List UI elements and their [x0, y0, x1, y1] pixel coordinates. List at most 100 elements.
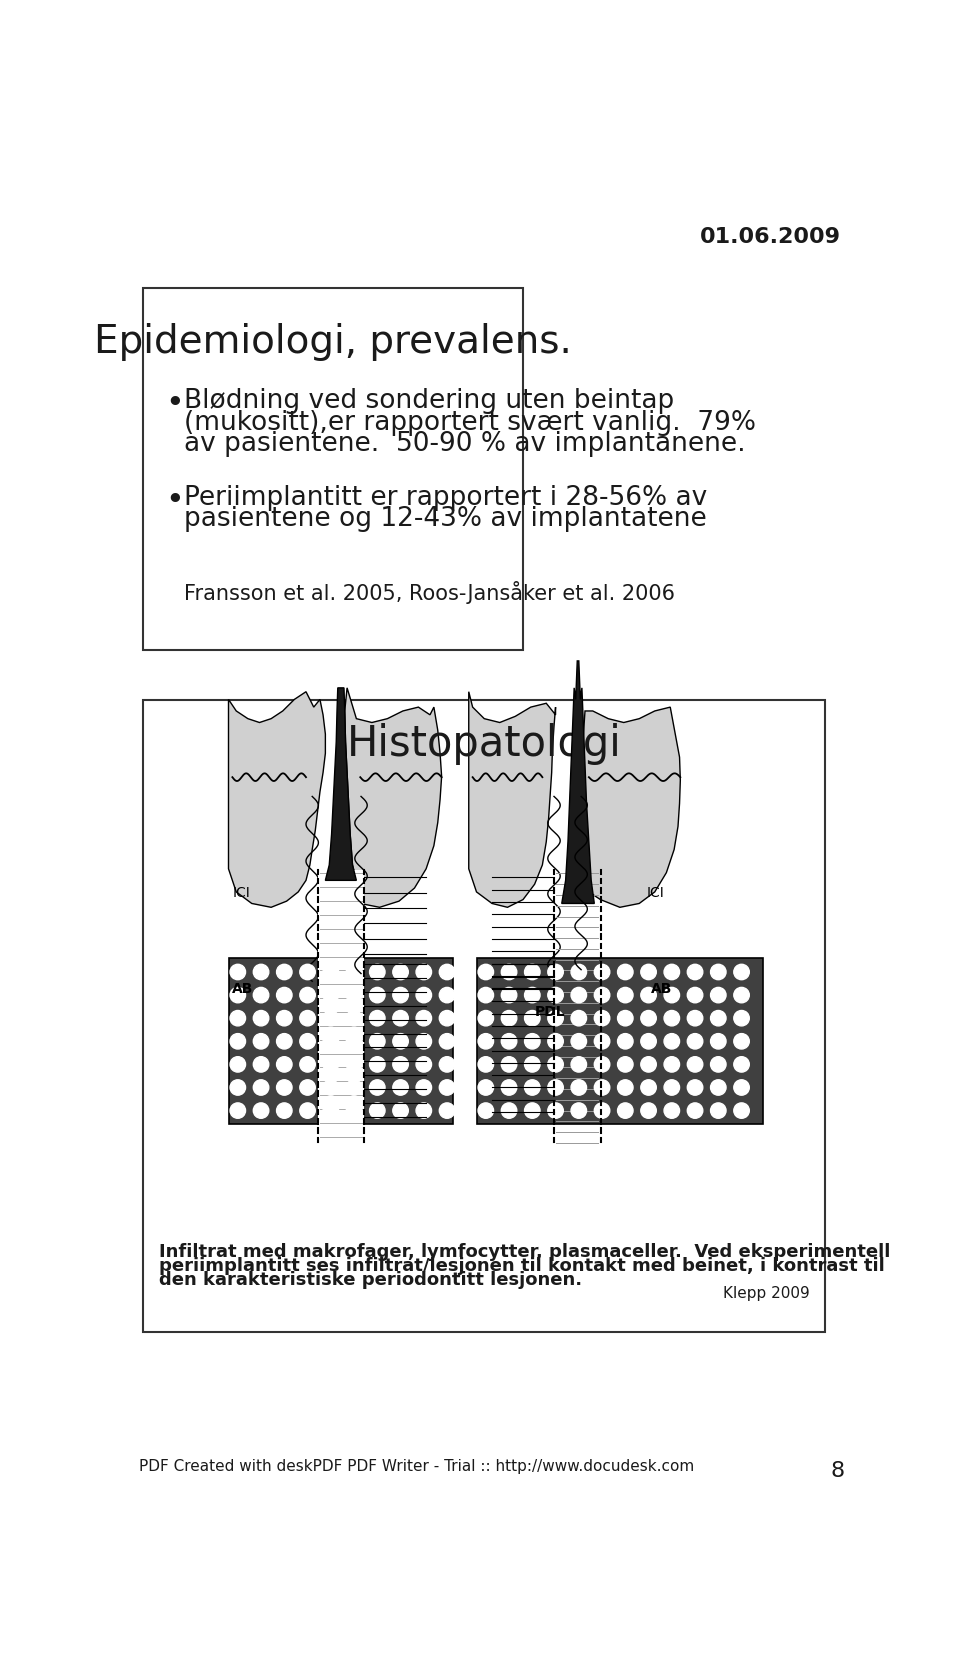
Circle shape — [710, 1080, 726, 1095]
Text: •: • — [165, 484, 183, 516]
Circle shape — [347, 987, 362, 1003]
Circle shape — [687, 1010, 703, 1027]
Circle shape — [617, 987, 633, 1003]
Circle shape — [571, 1010, 587, 1027]
Circle shape — [548, 1033, 564, 1048]
Circle shape — [440, 987, 455, 1003]
Circle shape — [710, 965, 726, 980]
Circle shape — [230, 965, 246, 980]
Circle shape — [416, 1080, 432, 1095]
Circle shape — [440, 1057, 455, 1072]
Circle shape — [370, 1057, 385, 1072]
Text: 01.06.2009: 01.06.2009 — [700, 226, 841, 246]
Bar — [476, 958, 763, 1123]
Circle shape — [370, 1080, 385, 1095]
Circle shape — [324, 1033, 339, 1048]
Circle shape — [230, 1010, 246, 1027]
Circle shape — [347, 1103, 362, 1118]
Circle shape — [300, 1057, 315, 1072]
Circle shape — [253, 1080, 269, 1095]
Circle shape — [548, 1103, 564, 1118]
Circle shape — [416, 1010, 432, 1027]
Text: Histopatologi: Histopatologi — [347, 724, 622, 765]
Circle shape — [548, 965, 564, 980]
Circle shape — [594, 1057, 610, 1072]
Circle shape — [710, 1033, 726, 1048]
Polygon shape — [228, 692, 325, 907]
Circle shape — [617, 965, 633, 980]
Text: Fransson et al. 2005, Roos-Jansåker et al. 2006: Fransson et al. 2005, Roos-Jansåker et a… — [183, 581, 675, 604]
Circle shape — [393, 1103, 408, 1118]
Circle shape — [687, 987, 703, 1003]
Circle shape — [617, 1080, 633, 1095]
Polygon shape — [562, 661, 594, 904]
Circle shape — [524, 1103, 540, 1118]
Text: AB: AB — [651, 982, 672, 997]
Circle shape — [276, 1057, 292, 1072]
Circle shape — [276, 987, 292, 1003]
Circle shape — [478, 1010, 493, 1027]
Circle shape — [664, 1103, 680, 1118]
Circle shape — [548, 1010, 564, 1027]
Circle shape — [253, 987, 269, 1003]
Circle shape — [324, 1057, 339, 1072]
Circle shape — [347, 1080, 362, 1095]
Circle shape — [687, 965, 703, 980]
Text: den karakteristiske periodontitt lesjonen.: den karakteristiske periodontitt lesjone… — [158, 1271, 582, 1288]
Circle shape — [571, 1057, 587, 1072]
Circle shape — [733, 965, 750, 980]
Circle shape — [548, 987, 564, 1003]
Circle shape — [393, 987, 408, 1003]
Circle shape — [501, 1010, 516, 1027]
Text: AB: AB — [232, 982, 253, 997]
Circle shape — [571, 1103, 587, 1118]
Text: 8: 8 — [830, 1461, 845, 1481]
Circle shape — [664, 1033, 680, 1048]
Circle shape — [478, 1057, 493, 1072]
Text: Epidemiologi, prevalens.: Epidemiologi, prevalens. — [94, 323, 572, 361]
Circle shape — [524, 1080, 540, 1095]
Polygon shape — [580, 707, 681, 907]
Circle shape — [524, 1033, 540, 1048]
Circle shape — [664, 1057, 680, 1072]
Circle shape — [594, 965, 610, 980]
Circle shape — [664, 1080, 680, 1095]
Circle shape — [276, 1080, 292, 1095]
Circle shape — [370, 1033, 385, 1048]
Circle shape — [416, 1057, 432, 1072]
Circle shape — [641, 1103, 657, 1118]
Circle shape — [440, 1103, 455, 1118]
Circle shape — [641, 1033, 657, 1048]
Circle shape — [617, 1103, 633, 1118]
Circle shape — [253, 1010, 269, 1027]
Circle shape — [393, 1033, 408, 1048]
Circle shape — [324, 1010, 339, 1027]
Circle shape — [710, 1057, 726, 1072]
Circle shape — [641, 1057, 657, 1072]
Circle shape — [347, 1033, 362, 1048]
Circle shape — [324, 1103, 339, 1118]
Circle shape — [230, 1080, 246, 1095]
Text: ICI: ICI — [647, 885, 664, 900]
Circle shape — [324, 1080, 339, 1095]
Circle shape — [393, 1057, 408, 1072]
Circle shape — [501, 1057, 516, 1072]
Circle shape — [664, 965, 680, 980]
Text: PDF Created with deskPDF PDF Writer - Trial :: http://www.docudesk.com: PDF Created with deskPDF PDF Writer - Tr… — [139, 1459, 695, 1474]
Circle shape — [440, 1010, 455, 1027]
Circle shape — [501, 1103, 516, 1118]
Circle shape — [300, 987, 315, 1003]
Circle shape — [416, 1103, 432, 1118]
Circle shape — [230, 1057, 246, 1072]
Bar — [228, 958, 453, 1123]
Circle shape — [710, 987, 726, 1003]
Circle shape — [733, 1010, 750, 1027]
Bar — [143, 701, 826, 1331]
Circle shape — [440, 965, 455, 980]
Text: ICI: ICI — [232, 885, 251, 900]
Circle shape — [393, 965, 408, 980]
Circle shape — [594, 1080, 610, 1095]
Circle shape — [416, 1033, 432, 1048]
Text: Klepp 2009: Klepp 2009 — [723, 1286, 809, 1301]
Circle shape — [733, 1080, 750, 1095]
